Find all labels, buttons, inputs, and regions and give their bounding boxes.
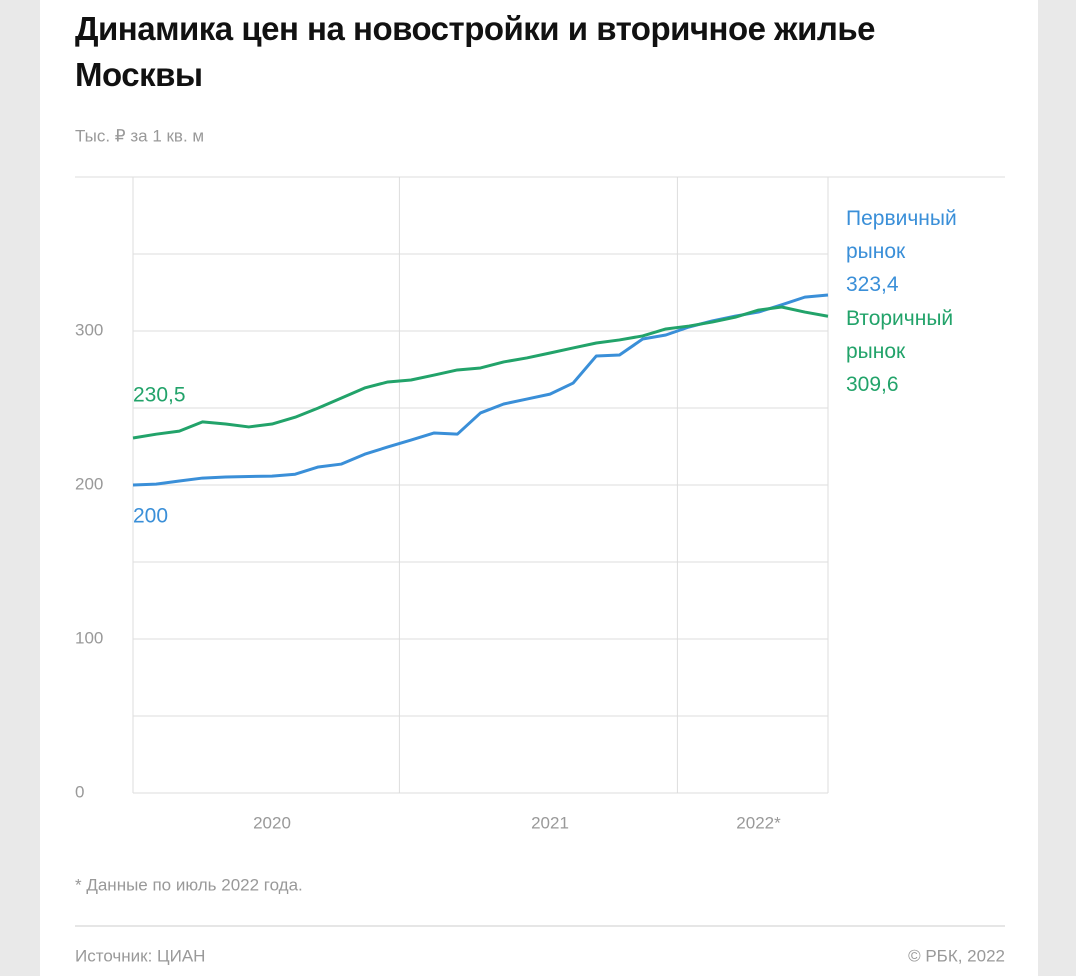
series-name: Вторичный рынок [846, 307, 954, 364]
footnote: * Данные по июль 2022 года. [75, 875, 303, 894]
start-label: 230,5 [133, 384, 186, 407]
end-value: 309,6 [846, 373, 899, 397]
start-label: 200 [133, 505, 168, 528]
x-tick-label: 2022* [736, 813, 781, 832]
y-tick-label: 300 [75, 320, 103, 339]
line-series [132, 293, 829, 487]
source: Источник: ЦИАН [75, 946, 205, 965]
copyright: © РБК, 2022 [908, 946, 1005, 965]
series-name: Первичный рынок [846, 206, 957, 263]
x-tick-label: 2020 [253, 813, 291, 832]
y-tick-label: 100 [75, 628, 103, 647]
y-tick-label: 200 [75, 474, 103, 493]
end-value: 323,4 [846, 272, 899, 296]
x-tick-label: 2021 [531, 813, 569, 832]
end-label: Вторичный рынок 309,6 [846, 302, 996, 401]
subtitle: Тыс. ₽ за 1 кв. м [75, 126, 204, 145]
card [40, 0, 1038, 976]
y-tick-label: 0 [75, 782, 84, 801]
chart-title: Динамика цен на новостройки и вторичное … [75, 10, 875, 93]
line-series [132, 305, 829, 440]
end-label: Первичный рынок 323,4 [846, 202, 996, 301]
